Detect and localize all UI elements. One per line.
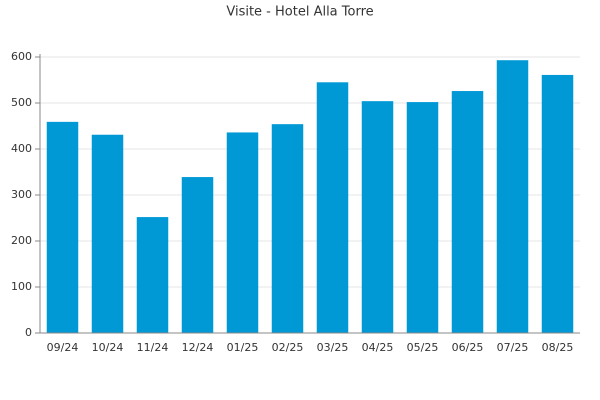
bar: [406, 102, 439, 333]
x-tick-label: 11/24: [137, 341, 169, 354]
bar: [46, 121, 79, 333]
bar: [226, 132, 259, 333]
bar: [136, 217, 169, 333]
y-tick-label: 200: [11, 234, 32, 247]
bar: [451, 91, 484, 333]
x-tick-label: 09/24: [47, 341, 79, 354]
x-tick-label: 06/25: [452, 341, 484, 354]
x-tick-label: 10/24: [92, 341, 124, 354]
x-tick-label: 08/25: [542, 341, 574, 354]
chart-title: Visite - Hotel Alla Torre: [226, 5, 373, 20]
x-tick-label: 04/25: [362, 341, 394, 354]
x-tick-label: 05/25: [407, 341, 439, 354]
y-tick-label: 600: [11, 50, 32, 63]
bar: [316, 82, 349, 333]
bar: [91, 134, 124, 333]
bar: [271, 124, 304, 333]
y-tick-label: 300: [11, 188, 32, 201]
y-tick-label: 0: [25, 326, 32, 339]
bar: [541, 74, 574, 333]
x-tick-label: 02/25: [272, 341, 304, 354]
x-tick-label: 01/25: [227, 341, 259, 354]
x-tick-label: 07/25: [497, 341, 529, 354]
y-tick-label: 500: [11, 96, 32, 109]
x-tick-label: 03/25: [317, 341, 349, 354]
bar: [181, 177, 214, 333]
bar: [361, 101, 394, 333]
bar: [496, 60, 529, 333]
y-tick-label: 400: [11, 142, 32, 155]
y-tick-label: 100: [11, 280, 32, 293]
x-tick-label: 12/24: [182, 341, 214, 354]
